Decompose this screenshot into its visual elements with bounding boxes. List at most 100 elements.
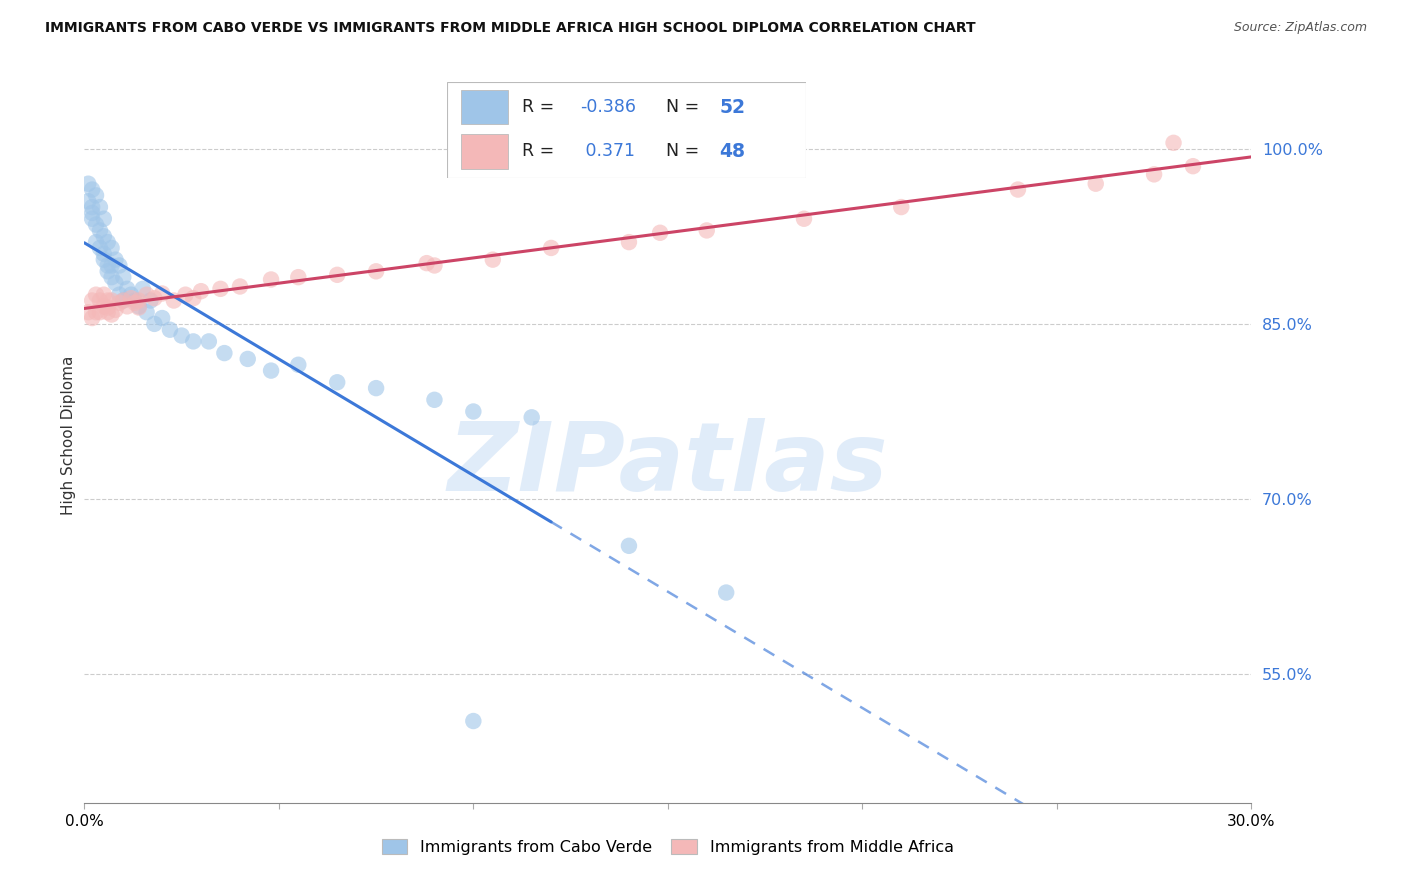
Point xyxy=(159,323,181,337)
Point xyxy=(415,256,437,270)
Point xyxy=(463,714,485,728)
Point xyxy=(482,252,505,267)
Point xyxy=(93,247,115,261)
Point xyxy=(287,270,309,285)
Point xyxy=(82,200,104,214)
Text: 52: 52 xyxy=(720,97,745,117)
Text: N =: N = xyxy=(655,143,704,161)
Point xyxy=(104,302,127,317)
Point xyxy=(82,183,104,197)
Point xyxy=(617,235,640,249)
Text: 0.371: 0.371 xyxy=(579,143,634,161)
Point xyxy=(100,259,122,273)
Text: Source: ZipAtlas.com: Source: ZipAtlas.com xyxy=(1233,21,1367,35)
Point xyxy=(366,381,388,395)
Text: 48: 48 xyxy=(720,142,745,161)
Point xyxy=(120,291,142,305)
Point xyxy=(540,241,562,255)
Point xyxy=(108,259,131,273)
Point xyxy=(77,305,100,319)
Point xyxy=(108,287,131,301)
Point xyxy=(89,200,111,214)
Point xyxy=(100,293,122,308)
Point xyxy=(135,287,157,301)
Point xyxy=(423,259,446,273)
Point xyxy=(287,358,309,372)
Text: -0.386: -0.386 xyxy=(579,98,636,116)
Point xyxy=(236,351,259,366)
Point xyxy=(104,276,127,290)
Point xyxy=(124,293,146,308)
Point xyxy=(84,305,107,319)
Point xyxy=(89,241,111,255)
Point xyxy=(716,585,738,599)
Point xyxy=(209,282,232,296)
Point xyxy=(520,410,543,425)
Point xyxy=(181,334,204,349)
Point xyxy=(124,296,146,310)
Point xyxy=(77,177,100,191)
Point xyxy=(97,305,120,319)
Point xyxy=(120,287,142,301)
Point xyxy=(93,211,115,226)
Point xyxy=(97,293,120,308)
Point xyxy=(143,317,166,331)
Point xyxy=(108,296,131,310)
Point xyxy=(150,286,173,301)
Text: R =: R = xyxy=(523,98,560,116)
Point xyxy=(100,241,122,255)
Point xyxy=(181,291,204,305)
Point xyxy=(93,299,115,313)
Point xyxy=(260,272,283,286)
Point xyxy=(143,291,166,305)
Point xyxy=(84,235,107,249)
Point xyxy=(100,270,122,285)
Text: IMMIGRANTS FROM CABO VERDE VS IMMIGRANTS FROM MIDDLE AFRICA HIGH SCHOOL DIPLOMA : IMMIGRANTS FROM CABO VERDE VS IMMIGRANTS… xyxy=(45,21,976,36)
Point xyxy=(326,376,349,390)
Point xyxy=(84,287,107,301)
Y-axis label: High School Diploma: High School Diploma xyxy=(60,355,76,515)
FancyBboxPatch shape xyxy=(447,82,806,178)
Point xyxy=(89,223,111,237)
Point xyxy=(423,392,446,407)
Legend: Immigrants from Cabo Verde, Immigrants from Middle Africa: Immigrants from Cabo Verde, Immigrants f… xyxy=(375,832,960,861)
Point xyxy=(1163,136,1185,150)
Point xyxy=(97,301,120,315)
Point xyxy=(82,211,104,226)
Point xyxy=(104,252,127,267)
Point xyxy=(100,308,122,322)
Point xyxy=(128,293,150,308)
Point xyxy=(97,235,120,249)
FancyBboxPatch shape xyxy=(461,134,508,169)
Point xyxy=(1007,183,1029,197)
Point xyxy=(214,346,236,360)
Point xyxy=(617,539,640,553)
Text: R =: R = xyxy=(523,143,560,161)
Point xyxy=(84,188,107,202)
Point xyxy=(150,311,173,326)
Point xyxy=(463,404,485,418)
Point xyxy=(1143,167,1166,181)
Point xyxy=(132,282,155,296)
Point xyxy=(115,282,138,296)
Point xyxy=(326,268,349,282)
Point xyxy=(112,293,135,308)
Point xyxy=(170,328,193,343)
Point xyxy=(163,293,186,308)
Point xyxy=(229,279,252,293)
Point xyxy=(89,305,111,319)
Point xyxy=(97,259,120,273)
Point xyxy=(93,252,115,267)
Point xyxy=(190,284,212,298)
Point xyxy=(260,363,283,377)
Point xyxy=(93,229,115,244)
Point xyxy=(648,226,671,240)
Point xyxy=(128,299,150,313)
Point xyxy=(115,299,138,313)
Point xyxy=(93,287,115,301)
Point xyxy=(128,301,150,315)
Point xyxy=(1084,177,1107,191)
Point xyxy=(84,218,107,232)
Point xyxy=(1181,159,1204,173)
Point xyxy=(890,200,912,214)
